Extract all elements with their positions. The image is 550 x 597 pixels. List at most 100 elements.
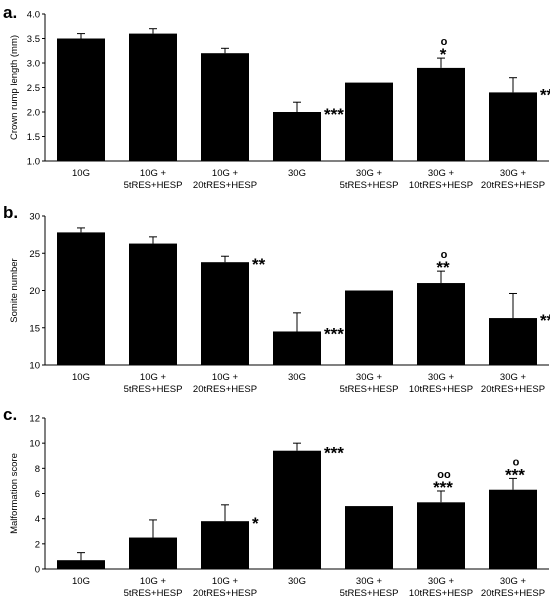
bar (345, 82, 393, 161)
significance-stars: * (252, 514, 259, 533)
x-category-label: 5tRES+HESP (340, 180, 399, 191)
bar (489, 489, 537, 569)
bar (201, 53, 249, 162)
x-category-label: 30G + (500, 372, 527, 383)
x-category-label: 20tRES+HESP (193, 384, 257, 395)
y-tick-label: 3.0 (27, 59, 40, 70)
bar (345, 290, 393, 365)
bar (129, 33, 177, 161)
y-tick-label: 6 (35, 489, 40, 500)
y-tick-label: 15 (29, 323, 40, 334)
panel-letter: b. (3, 203, 18, 222)
bar (57, 232, 105, 365)
y-tick-label: 1.5 (27, 132, 40, 143)
y-tick-label: 10 (29, 439, 40, 450)
x-category-label: 10tRES+HESP (409, 384, 473, 395)
bar (417, 283, 465, 365)
x-category-label: 10tRES+HESP (409, 180, 473, 191)
bar (201, 262, 249, 365)
y-tick-label: 4 (35, 514, 40, 525)
y-tick-label: 1.0 (27, 157, 40, 168)
y-tick-label: 2 (35, 539, 40, 550)
significance-stars: ** (436, 258, 450, 277)
y-tick-label: 30 (29, 212, 40, 223)
y-tick-label: 0 (35, 565, 40, 576)
x-category-label: 30G (288, 168, 306, 179)
x-category-label: 20tRES+HESP (481, 588, 545, 597)
significance-stars: *** (433, 478, 453, 497)
y-axis-label: Crown rump length (mm) (9, 35, 20, 140)
bar (129, 537, 177, 569)
significance-stars: ** (252, 255, 266, 274)
bar (417, 502, 465, 569)
x-category-label: 20tRES+HESP (481, 180, 545, 191)
x-category-label: 30G + (356, 168, 383, 179)
y-tick-label: 10 (29, 361, 40, 372)
y-tick-label: 8 (35, 464, 40, 475)
bar (345, 506, 393, 569)
bar (489, 92, 537, 161)
panel-letter: a. (3, 3, 17, 22)
x-category-label: 10tRES+HESP (409, 588, 473, 597)
x-category-label: 5tRES+HESP (124, 384, 183, 395)
significance-circles: oo (437, 469, 451, 481)
x-category-label: 20tRES+HESP (481, 384, 545, 395)
x-category-label: 30G + (428, 168, 455, 179)
y-axis-label: Malformation score (9, 453, 20, 534)
x-category-label: 30G + (500, 168, 527, 179)
significance-stars: *** (505, 465, 525, 484)
x-category-label: 10G (72, 576, 90, 587)
y-tick-label: 4.0 (27, 10, 40, 21)
y-axis-label: Somite number (9, 258, 20, 322)
x-category-label: 30G (288, 372, 306, 383)
significance-stars: *** (324, 324, 344, 343)
x-category-label: 10G + (140, 372, 167, 383)
y-tick-label: 2.5 (27, 83, 40, 94)
bar (273, 112, 321, 161)
bar (57, 38, 105, 161)
x-category-label: 10G + (212, 576, 239, 587)
x-category-label: 10G + (212, 372, 239, 383)
y-tick-label: 25 (29, 249, 40, 260)
panel-a: a. Crown rump length (mm) 1.0 1.5 2.0 2.5 3.0 3… (3, 3, 550, 191)
x-category-label: 10G (72, 168, 90, 179)
bar (273, 450, 321, 569)
x-category-label: 20tRES+HESP (193, 588, 257, 597)
x-category-label: 5tRES+HESP (124, 588, 183, 597)
x-category-label: 30G + (428, 372, 455, 383)
bar (57, 560, 105, 569)
x-category-label: 30G + (500, 576, 527, 587)
x-category-label: 10G + (140, 168, 167, 179)
bar (273, 331, 321, 365)
bar (417, 67, 465, 161)
x-category-label: 20tRES+HESP (193, 180, 257, 191)
significance-circles: o (513, 456, 520, 468)
y-tick-label: 2.0 (27, 108, 40, 119)
x-category-label: 30G (288, 576, 306, 587)
significance-stars: *** (324, 105, 344, 124)
bar (489, 318, 537, 365)
bar (201, 521, 249, 569)
significance-stars: ** (540, 311, 550, 330)
y-tick-label: 3.5 (27, 34, 40, 45)
y-tick-label: 20 (29, 286, 40, 297)
significance-circles: o (441, 36, 448, 48)
y-tick-label: 12 (29, 414, 40, 425)
panel-letter: c. (3, 405, 17, 424)
significance-stars: * (440, 45, 447, 64)
x-category-label: 30G + (356, 576, 383, 587)
significance-stars: ** (540, 85, 550, 104)
x-category-label: 30G + (356, 372, 383, 383)
x-category-label: 30G + (428, 576, 455, 587)
significance-circles: o (441, 249, 448, 261)
bar (129, 243, 177, 365)
significance-stars: *** (324, 444, 344, 463)
x-category-label: 10G + (212, 168, 239, 179)
x-category-label: 5tRES+HESP (124, 180, 183, 191)
x-category-label: 5tRES+HESP (340, 384, 399, 395)
x-category-label: 10G + (140, 576, 167, 587)
x-category-label: 5tRES+HESP (340, 588, 399, 597)
